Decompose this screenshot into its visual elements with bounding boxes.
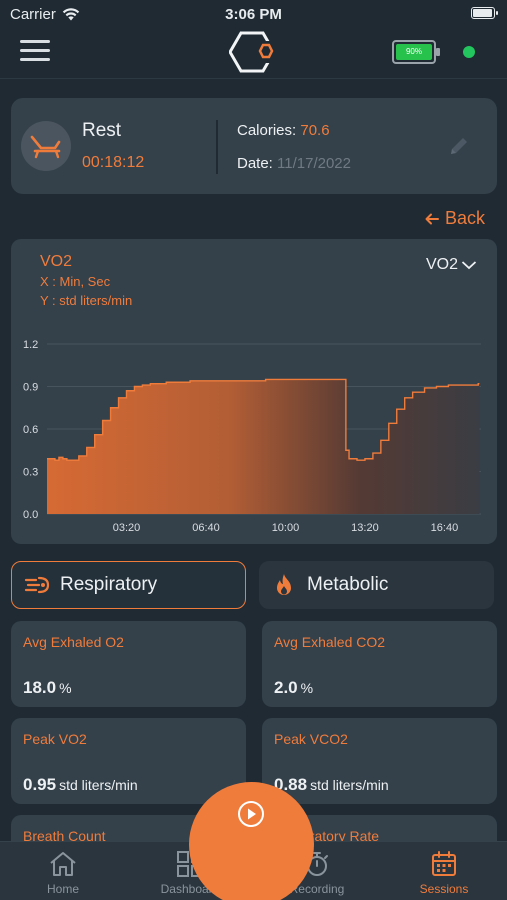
y-tick-label: 0.9 [23,382,38,394]
metric-label: Peak VCO2 [274,731,348,747]
carrier: Carrier [10,6,80,23]
y-tick-label: 0.6 [23,424,38,436]
play-icon [238,801,264,827]
metric-label: Peak VO2 [23,731,87,747]
y-tick-label: 0.3 [23,467,38,479]
vo2-line-series [47,378,480,461]
metric-label: Avg Exhaled CO2 [274,634,386,650]
metric-value: 0.95 std liters/min [23,775,138,794]
nav-recording-label: Recording [289,882,345,896]
nav-home[interactable]: Home [0,842,126,900]
lounge-chair-icon [30,135,61,159]
metric-value: 18.0% [23,678,72,697]
metric-card-avg-exhaled-o2: Avg Exhaled O2 18.0% [11,621,246,707]
chevron-down-icon [461,261,477,270]
nav-home-label: Home [46,882,79,896]
arrow-left-icon [425,213,439,224]
home-icon [50,852,76,876]
metric-label: Avg Exhaled O2 [23,634,124,650]
y-tick-label: 0.0 [23,509,38,521]
record-fab-button[interactable] [189,782,314,900]
chart-x-label: X : Min, Sec [40,274,111,289]
chart-card: 0.0 0.3 0.6 0.9 1.2 03:20 06:40 10:00 13:20 16:40… [11,239,497,544]
activity-name: Rest [82,120,122,141]
date-value: 11/17/2022 [277,155,351,172]
metric-card-peak-vco2: Peak VCO2 0.88 std liters/min [262,718,497,804]
session-summary-card: Rest 00:18:12 Calories: 70.6 Date: 11/17… [11,98,497,194]
nav-sessions-label: Sessions [419,882,469,896]
chart-title: VO2 [40,253,73,270]
calories-value: 70.6 [300,122,330,139]
chart-y-label: Y : std liters/min [40,293,133,308]
back-label: Back [445,208,486,228]
status-bar: Carrier 3:06 PM [0,0,507,28]
x-tick-label: 10:00 [272,522,300,534]
tab-respiratory[interactable]: Respiratory [11,561,246,609]
x-tick-label: 16:40 [431,522,459,534]
activity-avatar [21,121,71,171]
calendar-icon [432,851,456,876]
flame-icon [271,572,297,598]
connection-status-icon [463,46,475,58]
x-tick-label: 13:20 [351,522,379,534]
tab-metabolic[interactable]: Metabolic [259,561,494,609]
metric-dropdown[interactable]: VO2 [426,256,477,274]
date-row: Date: 11/17/2022 [237,155,351,172]
metric-card-peak-vo2: Peak VO2 0.95 std liters/min [11,718,246,804]
metric-card-avg-exhaled-co2: Avg Exhaled CO2 2.0% [262,621,497,707]
menu-icon[interactable] [20,40,50,64]
vo2-chart: 0.0 0.3 0.6 0.9 1.2 03:20 06:40 10:00 13:20 16:40 [23,339,481,534]
session-duration: 00:18:12 [82,154,145,171]
wifi-icon [62,8,80,21]
calories-row: Calories: 70.6 [237,122,330,139]
phone-battery-icon [471,7,498,19]
app-logo [229,31,279,73]
device-battery-level: 90% [396,44,432,60]
date-label: Date: [237,155,273,172]
metric-label: Breath Count [23,828,106,844]
lungs-airflow-icon [24,572,50,598]
x-tick-label: 06:40 [192,522,220,534]
metric-dropdown-value: VO2 [426,256,459,273]
y-tick-label: 1.2 [23,339,38,351]
tab-metabolic-label: Metabolic [307,574,389,595]
card-divider [216,120,218,174]
tab-respiratory-label: Respiratory [60,574,158,595]
edit-pencil-icon[interactable] [448,135,470,157]
calories-label: Calories: [237,122,297,139]
carrier-label: Carrier [10,6,56,23]
metric-value: 2.0% [274,678,314,697]
nav-sessions[interactable]: Sessions [381,842,507,900]
back-button[interactable]: Back [425,208,485,229]
nav-recording[interactable]: Recording [254,842,380,900]
header-divider [0,78,507,79]
app-header: 90% [0,28,507,78]
x-tick-label: 03:20 [113,522,141,534]
metric-value: 0.88 std liters/min [274,775,389,794]
vo2-area-series [47,379,480,514]
device-battery-icon: 90% [392,40,440,64]
